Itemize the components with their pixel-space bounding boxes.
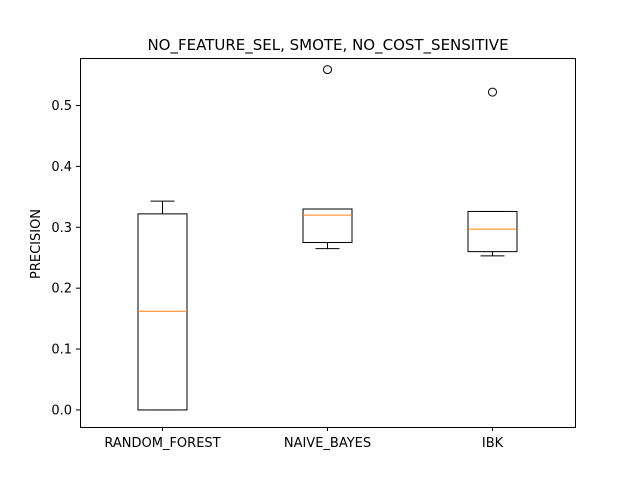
y-tick-label: 0.0 xyxy=(51,403,72,418)
y-tick-label: 0.1 xyxy=(51,343,72,358)
x-tick-label: RANDOM_FOREST xyxy=(104,436,220,451)
y-tick-label: 0.3 xyxy=(51,221,72,236)
chart-title: NO_FEATURE_SEL, SMOTE, NO_COST_SENSITIVE xyxy=(147,36,508,55)
box-iqr xyxy=(137,213,188,411)
y-tick-label: 0.2 xyxy=(51,282,72,297)
y-tick-label: 0.4 xyxy=(51,160,72,175)
x-tick-label: IBK xyxy=(482,436,504,451)
axes-frame xyxy=(80,58,576,428)
box-iqr xyxy=(467,210,518,253)
outlier-point xyxy=(323,65,332,75)
outlier-point xyxy=(488,87,497,97)
box-iqr xyxy=(302,208,353,244)
x-tick-label: NAIVE_BAYES xyxy=(284,436,371,451)
y-tick-label: 0.5 xyxy=(51,99,72,114)
y-axis-label: PRECISION xyxy=(29,209,44,279)
plot-area: 0.0 0.1 0.2 0.3 0.4 0.5 RANDOM_FOREST NAIVE_BAY… xyxy=(51,65,518,451)
